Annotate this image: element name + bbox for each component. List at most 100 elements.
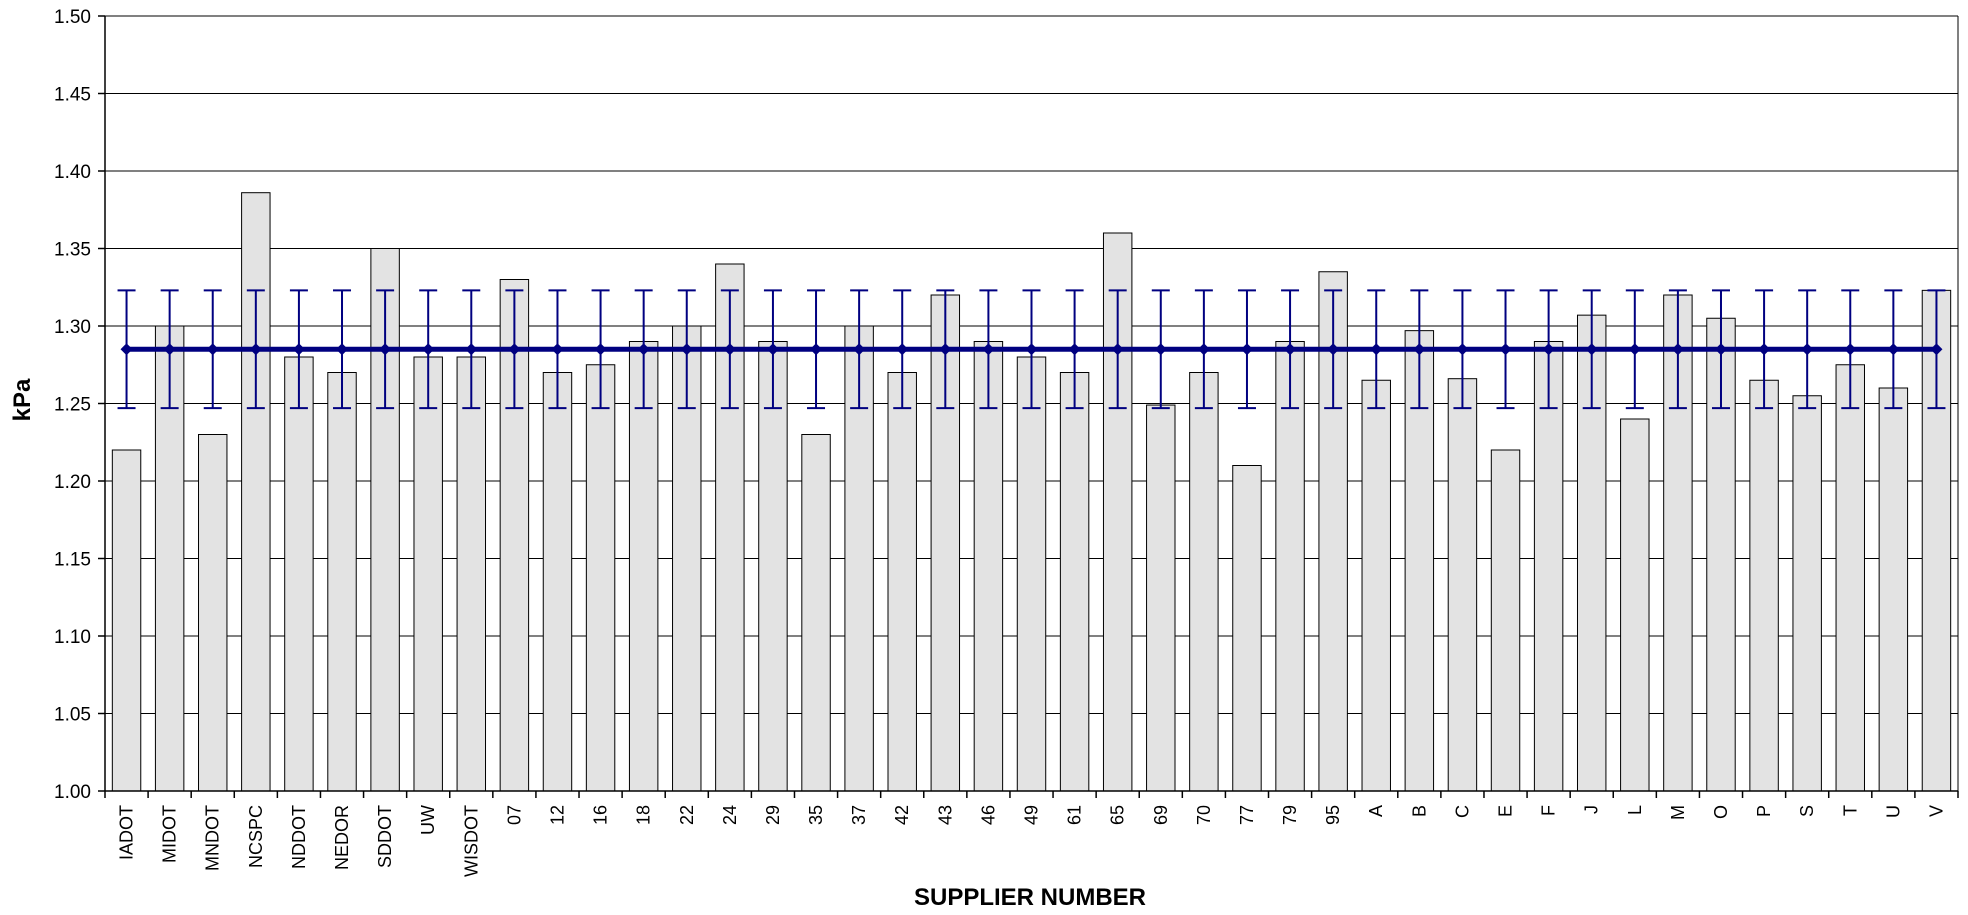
x-tick-label: MNDOT (203, 805, 223, 871)
mean-marker (1197, 343, 1210, 356)
mean-marker (1887, 343, 1900, 356)
y-tick-label: 1.40 (54, 162, 91, 183)
mean-marker (810, 343, 823, 356)
y-tick-labels: 1.00 1.05 1.10 1.15 1.20 1.25 1.30 1.35 1.40 1.45… (54, 7, 91, 803)
mean-marker (1413, 343, 1426, 356)
mean-marker (1758, 343, 1771, 356)
x-tick-label: IADOT (117, 805, 137, 860)
bar (1835, 364, 1865, 792)
x-tick-label: 42 (892, 805, 912, 825)
y-tick-label: 1.45 (54, 85, 91, 106)
bar (1749, 379, 1779, 792)
y-tick-label: 1.10 (54, 627, 91, 648)
mean-marker (206, 343, 219, 356)
mean-marker (508, 343, 521, 356)
x-tick-label: P (1754, 805, 1774, 817)
y-tick-label: 1.25 (54, 395, 91, 416)
y-tick-label: 1.30 (54, 317, 91, 338)
bar (1447, 378, 1478, 792)
mean-marker (982, 343, 995, 356)
x-tick-label: 46 (978, 805, 998, 825)
bar (1275, 341, 1305, 792)
bar (1361, 379, 1391, 792)
bar (1490, 449, 1521, 792)
mean-marker (1930, 343, 1943, 356)
bar (1232, 465, 1262, 792)
x-tick-label: MIDOT (160, 805, 180, 863)
x-tick-label: 18 (634, 805, 654, 825)
mean-marker (465, 343, 478, 356)
x-tick-label: 61 (1065, 805, 1085, 825)
mean-marker (292, 343, 305, 356)
x-tick-label: 16 (591, 805, 611, 825)
mean-marker (680, 343, 693, 356)
mean-marker (896, 343, 909, 356)
x-tick-label: 43 (935, 805, 955, 825)
x-tick-label: B (1409, 805, 1429, 817)
mean-marker (379, 343, 392, 356)
axes (98, 15, 1959, 798)
mean-marker (1801, 343, 1814, 356)
mean-marker (1628, 343, 1641, 356)
mean-marker (1585, 343, 1598, 356)
mean-marker (1542, 343, 1555, 356)
bar (284, 356, 314, 792)
x-tick-label: 22 (677, 805, 697, 825)
x-tick-label: U (1883, 805, 1903, 818)
mean-marker (1370, 343, 1383, 356)
bar (887, 372, 917, 792)
y-tick-label: 1.15 (54, 550, 91, 571)
bar (1878, 387, 1909, 792)
x-tick-label: L (1625, 805, 1645, 815)
x-tick-label: NDDOT (289, 805, 309, 869)
mean-marker (1284, 343, 1297, 356)
bar (1146, 404, 1176, 792)
x-tick-label: 70 (1194, 805, 1214, 825)
x-tick-label: O (1711, 805, 1731, 819)
mean-marker (853, 343, 866, 356)
bar (1059, 372, 1090, 792)
y-tick-label: 1.05 (54, 705, 91, 726)
mean-line-with-error-bars (117, 289, 1946, 410)
x-tick-labels: IADOT MIDOT MNDOT NCSPC NDDOT NEDOR SDDOT UW WIS… (117, 805, 1947, 877)
bar (585, 364, 616, 792)
x-tick-label: M (1668, 805, 1688, 820)
bar (628, 341, 659, 792)
bar (1620, 418, 1650, 792)
bar (1189, 372, 1219, 792)
x-tick-label: 77 (1237, 805, 1257, 825)
mean-marker (336, 343, 349, 356)
x-tick-label: 79 (1280, 805, 1300, 825)
y-tick-label: 1.00 (54, 782, 91, 803)
mean-marker (723, 343, 736, 356)
x-tick-label: A (1366, 805, 1386, 817)
x-tick-label: 07 (504, 805, 524, 825)
mean-marker (1671, 343, 1684, 356)
x-tick-label: UW (418, 805, 438, 835)
x-tick-label: 12 (547, 805, 567, 825)
bar (801, 434, 831, 792)
mean-marker (1111, 343, 1124, 356)
x-tick-label: C (1452, 805, 1472, 818)
x-tick-label: 37 (849, 805, 869, 825)
mean-marker (1068, 343, 1081, 356)
mean-marker (1154, 343, 1167, 356)
bar (241, 192, 271, 792)
mean-marker (249, 343, 262, 356)
x-axis-title: SUPPLIER NUMBER (914, 884, 1146, 911)
mean-marker (766, 343, 779, 356)
bar (198, 434, 228, 792)
mean-marker (594, 343, 607, 356)
mean-marker (1025, 343, 1038, 356)
mean-marker (1844, 343, 1857, 356)
y-tick-label: 1.50 (54, 7, 91, 28)
bar (1016, 356, 1047, 792)
x-tick-label: T (1840, 805, 1860, 816)
x-tick-label: V (1926, 805, 1946, 817)
x-tick-label: E (1496, 805, 1516, 817)
x-tick-label: 69 (1151, 805, 1171, 825)
bar (413, 356, 443, 792)
x-tick-label: 95 (1323, 805, 1343, 825)
x-tick-label: NEDOR (332, 805, 352, 870)
